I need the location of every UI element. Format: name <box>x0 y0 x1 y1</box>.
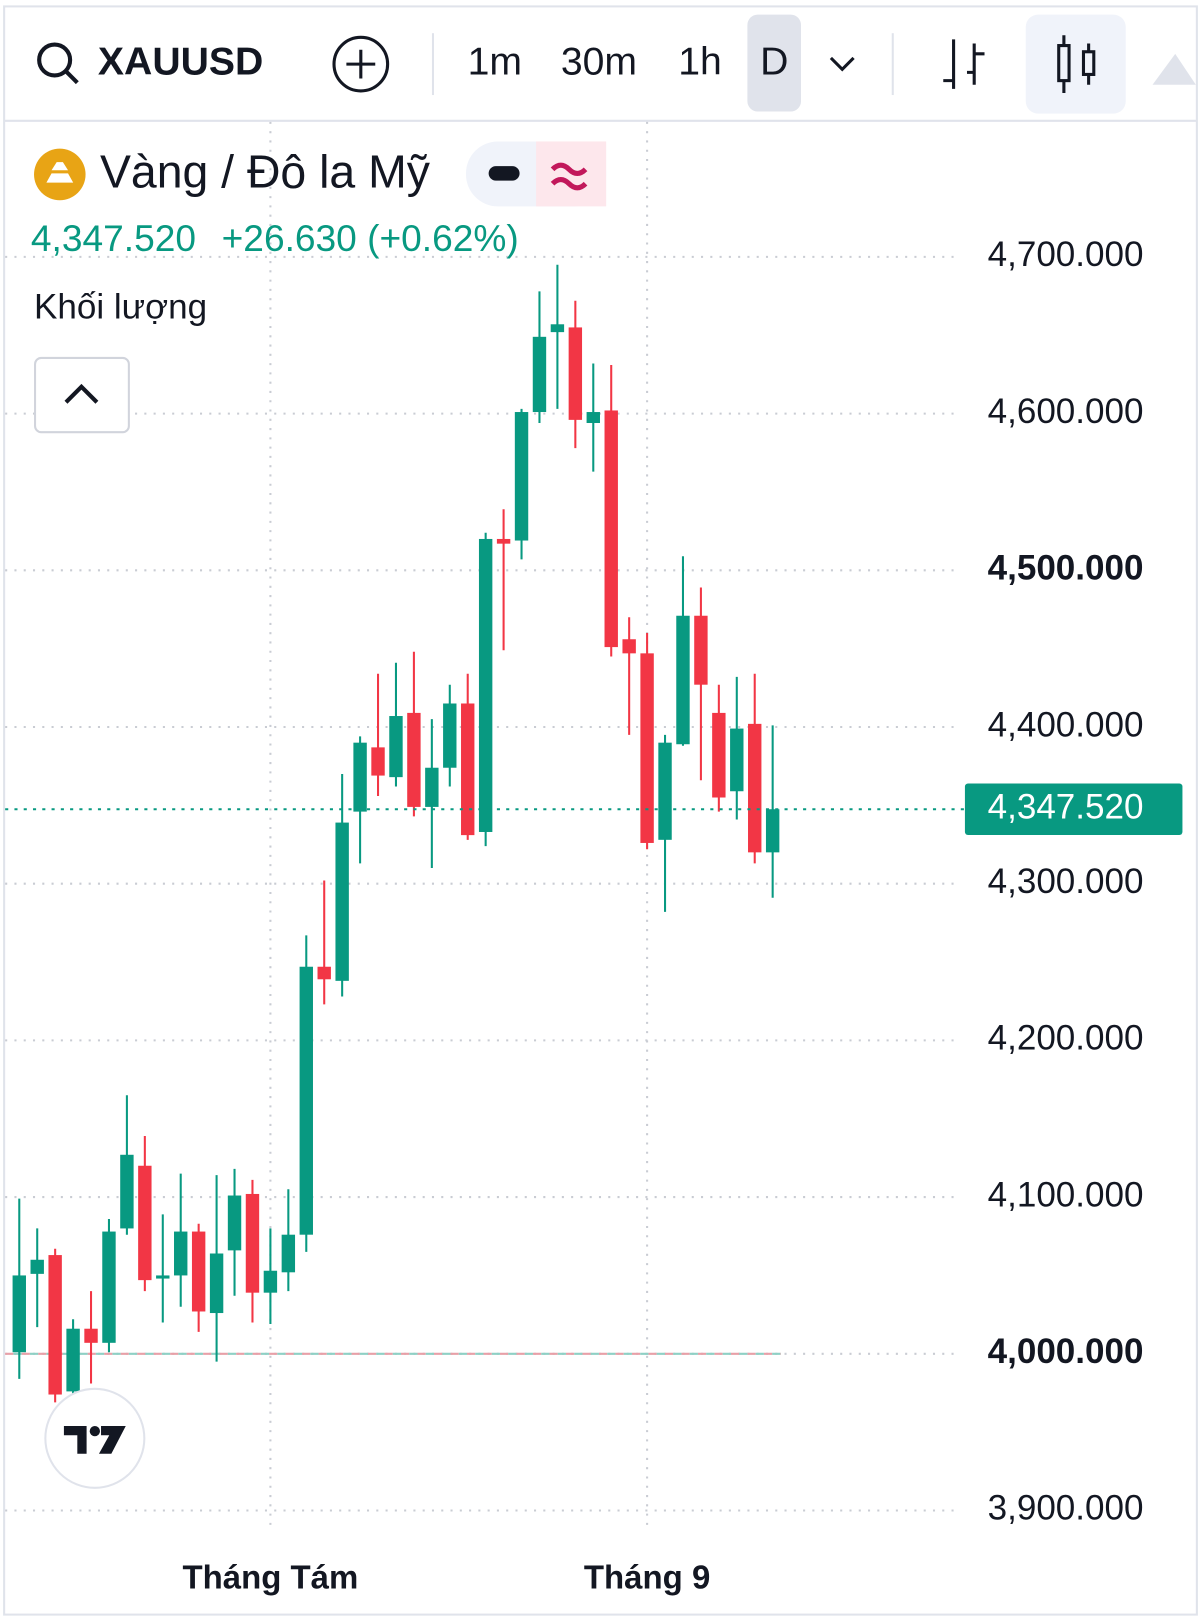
interval-menu[interactable] <box>829 56 855 72</box>
volume-label: Khối lượng <box>34 288 207 327</box>
candle-body <box>389 716 403 778</box>
candle-body <box>694 615 708 685</box>
y-tick-label: 4,500.000 <box>988 549 1144 588</box>
candle-body <box>30 1259 44 1274</box>
gold-icon <box>46 162 74 183</box>
y-tick-label: 4,200.000 <box>988 1019 1144 1058</box>
last-price-label: 4,347.520 <box>988 787 1144 826</box>
chevron-up <box>64 383 99 404</box>
candle-body <box>281 1234 296 1273</box>
candle-body <box>676 615 690 745</box>
candle-body <box>496 538 511 544</box>
interval-active-bg <box>747 14 802 112</box>
candle-body <box>209 1253 224 1314</box>
candle-body <box>532 336 547 413</box>
candle-body <box>748 723 762 853</box>
search-icon[interactable] <box>37 42 73 78</box>
interval[interactable]: 1h <box>678 40 722 83</box>
x-tick-label: Tháng Tám <box>182 1558 358 1595</box>
candle-body <box>353 742 367 812</box>
candle-body <box>478 538 493 832</box>
y-tick-label: 4,700.000 <box>988 235 1144 274</box>
legend-change: +26.630 (+0.62%) <box>222 217 519 259</box>
candle-body <box>138 1165 152 1281</box>
y-tick-label: 4,000.000 <box>988 1332 1144 1371</box>
candle-body <box>425 767 439 807</box>
symbol[interactable]: XAUUSD <box>98 40 263 83</box>
candle-body <box>550 324 565 333</box>
search-icon-handle <box>64 69 79 85</box>
tv-logo <box>44 1387 146 1489</box>
candles-icon[interactable] <box>1057 35 1096 93</box>
add-symbol[interactable] <box>332 35 390 93</box>
candle-body <box>12 1275 26 1353</box>
logo-circle <box>44 1387 146 1489</box>
candle-body <box>245 1193 260 1293</box>
candle-body <box>335 822 349 981</box>
interval[interactable]: D <box>760 40 788 83</box>
y-tick-label: 4,600.000 <box>988 392 1144 431</box>
last-price-box <box>964 783 1183 836</box>
candle-body <box>174 1231 188 1276</box>
candle-body <box>765 809 780 853</box>
interval[interactable]: 30m <box>561 40 637 83</box>
y-tick-label: 4,300.000 <box>988 862 1144 901</box>
candle-body <box>156 1275 170 1279</box>
candle-body <box>371 747 385 776</box>
toolbar: XAUUSD 1m 30m 1h D <box>37 14 1196 114</box>
candle-body <box>191 1231 206 1312</box>
candle-body <box>263 1270 278 1293</box>
candle-body <box>48 1255 62 1395</box>
logo-dot <box>89 1425 100 1437</box>
y-tick-label: 4,400.000 <box>988 705 1144 744</box>
x-tick-label: Tháng 9 <box>584 1558 710 1595</box>
candle-body <box>604 410 618 648</box>
compare-icon[interactable] <box>550 162 588 191</box>
candle-body <box>586 412 600 424</box>
plot <box>5 121 965 1526</box>
candle-body <box>102 1231 116 1343</box>
area-icon[interactable] <box>1152 53 1196 85</box>
candle-body <box>568 327 583 420</box>
bars-icon[interactable] <box>943 39 985 89</box>
candle-body <box>622 639 636 654</box>
candle-body <box>407 712 421 807</box>
candle-body <box>461 703 475 836</box>
candle-body <box>299 966 313 1235</box>
candle-body <box>514 412 529 541</box>
y-tick-label: 3,900.000 <box>988 1489 1144 1528</box>
y-tick-label: 4,100.000 <box>988 1175 1144 1214</box>
candle-body <box>712 712 726 798</box>
legend-price: 4,347.520 <box>31 217 196 259</box>
add-icon <box>346 49 376 79</box>
candles-active-bg <box>1025 14 1126 114</box>
collapse-button[interactable] <box>34 356 130 434</box>
candle-body <box>658 742 672 840</box>
candle-body <box>84 1328 98 1343</box>
candle-body <box>317 966 331 980</box>
instrument-name: Vàng / Đô la Mỹ <box>100 146 431 198</box>
candle-body <box>443 703 457 768</box>
logo <box>63 1425 126 1454</box>
candle-body <box>120 1154 134 1229</box>
interval[interactable]: 1m <box>468 40 522 83</box>
candle-body <box>730 728 744 792</box>
collapse-icon[interactable] <box>488 166 520 181</box>
candle-body <box>227 1195 242 1251</box>
candle-body <box>640 653 654 843</box>
candle-body <box>66 1328 80 1392</box>
legend: Vàng / Đô la Mỹ 4,347.520 +26.630 (+0.62… <box>31 141 607 434</box>
